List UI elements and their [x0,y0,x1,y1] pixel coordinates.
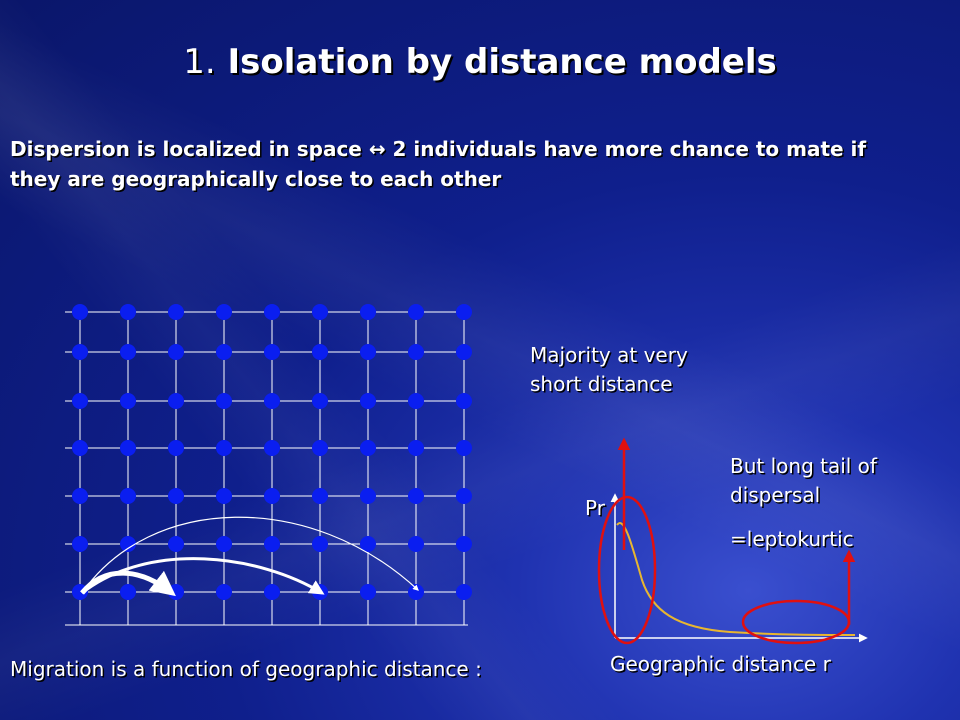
population-node [312,393,328,409]
population-node [168,304,184,320]
axis-y-label: Pr [585,496,605,520]
note-leptokurtic: =leptokurtic [730,527,854,551]
slide-title: 1. Isolation by distance models [0,42,960,82]
population-node [312,488,328,504]
population-node [120,393,136,409]
population-node [168,393,184,409]
population-node [72,536,88,552]
population-node [408,393,424,409]
title-text: Isolation by distance models [227,42,777,82]
population-node [216,440,232,456]
population-node [456,393,472,409]
population-node [360,536,376,552]
migration-arrow-medium [81,557,325,595]
population-node [456,440,472,456]
population-node [72,440,88,456]
population-node [216,536,232,552]
population-node [360,488,376,504]
note-tail-line-1: But long tail of [730,454,877,478]
population-node [312,344,328,360]
population-node [216,488,232,504]
migration-arrow-long [81,516,419,594]
population-node [72,488,88,504]
highlight-tail-ellipse [741,599,851,645]
population-node [120,440,136,456]
population-node [360,304,376,320]
population-node [264,536,280,552]
population-node [360,440,376,456]
population-node [408,584,424,600]
dispersal-kernel-graph [597,437,868,645]
population-node [120,344,136,360]
note-majority: Majority at very short distance [530,341,688,399]
population-node [264,584,280,600]
population-node [312,304,328,320]
population-node [168,344,184,360]
population-node [72,393,88,409]
note-long-tail: But long tail of dispersal [730,452,877,510]
note-majority-line-2: short distance [530,372,673,396]
caption: Migration is a function of geographic di… [10,657,482,681]
population-node [72,344,88,360]
population-node [264,440,280,456]
population-node [456,304,472,320]
population-node [408,344,424,360]
population-node [264,304,280,320]
population-node [408,304,424,320]
population-node [216,304,232,320]
population-node [360,393,376,409]
population-node [168,488,184,504]
highlight-peak-ellipse [597,495,657,645]
population-node [312,440,328,456]
intro-line-2: they are geographically close to each ot… [10,167,502,191]
population-node [216,344,232,360]
population-node [408,536,424,552]
population-node [456,536,472,552]
intro-paragraph: Dispersion is localized in space ↔ 2 ind… [10,134,930,194]
population-node [408,440,424,456]
intro-line-1: Dispersion is localized in space ↔ 2 ind… [10,137,867,161]
population-node [456,344,472,360]
population-node [216,393,232,409]
population-node [264,393,280,409]
population-node [456,488,472,504]
population-node [312,536,328,552]
population-node [168,440,184,456]
population-node [360,344,376,360]
population-node [216,584,232,600]
population-node [120,304,136,320]
population-node [360,584,376,600]
population-node [120,488,136,504]
population-node [120,536,136,552]
population-node [168,536,184,552]
population-lattice-diagram [65,304,472,626]
dispersal-curve [616,522,856,636]
population-node [264,344,280,360]
migration-arrow-short [80,570,176,597]
population-node [408,488,424,504]
note-majority-line-1: Majority at very [530,343,688,367]
note-tail-line-2: dispersal [730,483,821,507]
population-node [456,584,472,600]
population-node [72,304,88,320]
population-node [120,584,136,600]
axis-x-label: Geographic distance r [610,652,831,676]
title-number: 1. [183,42,216,82]
population-node [264,488,280,504]
